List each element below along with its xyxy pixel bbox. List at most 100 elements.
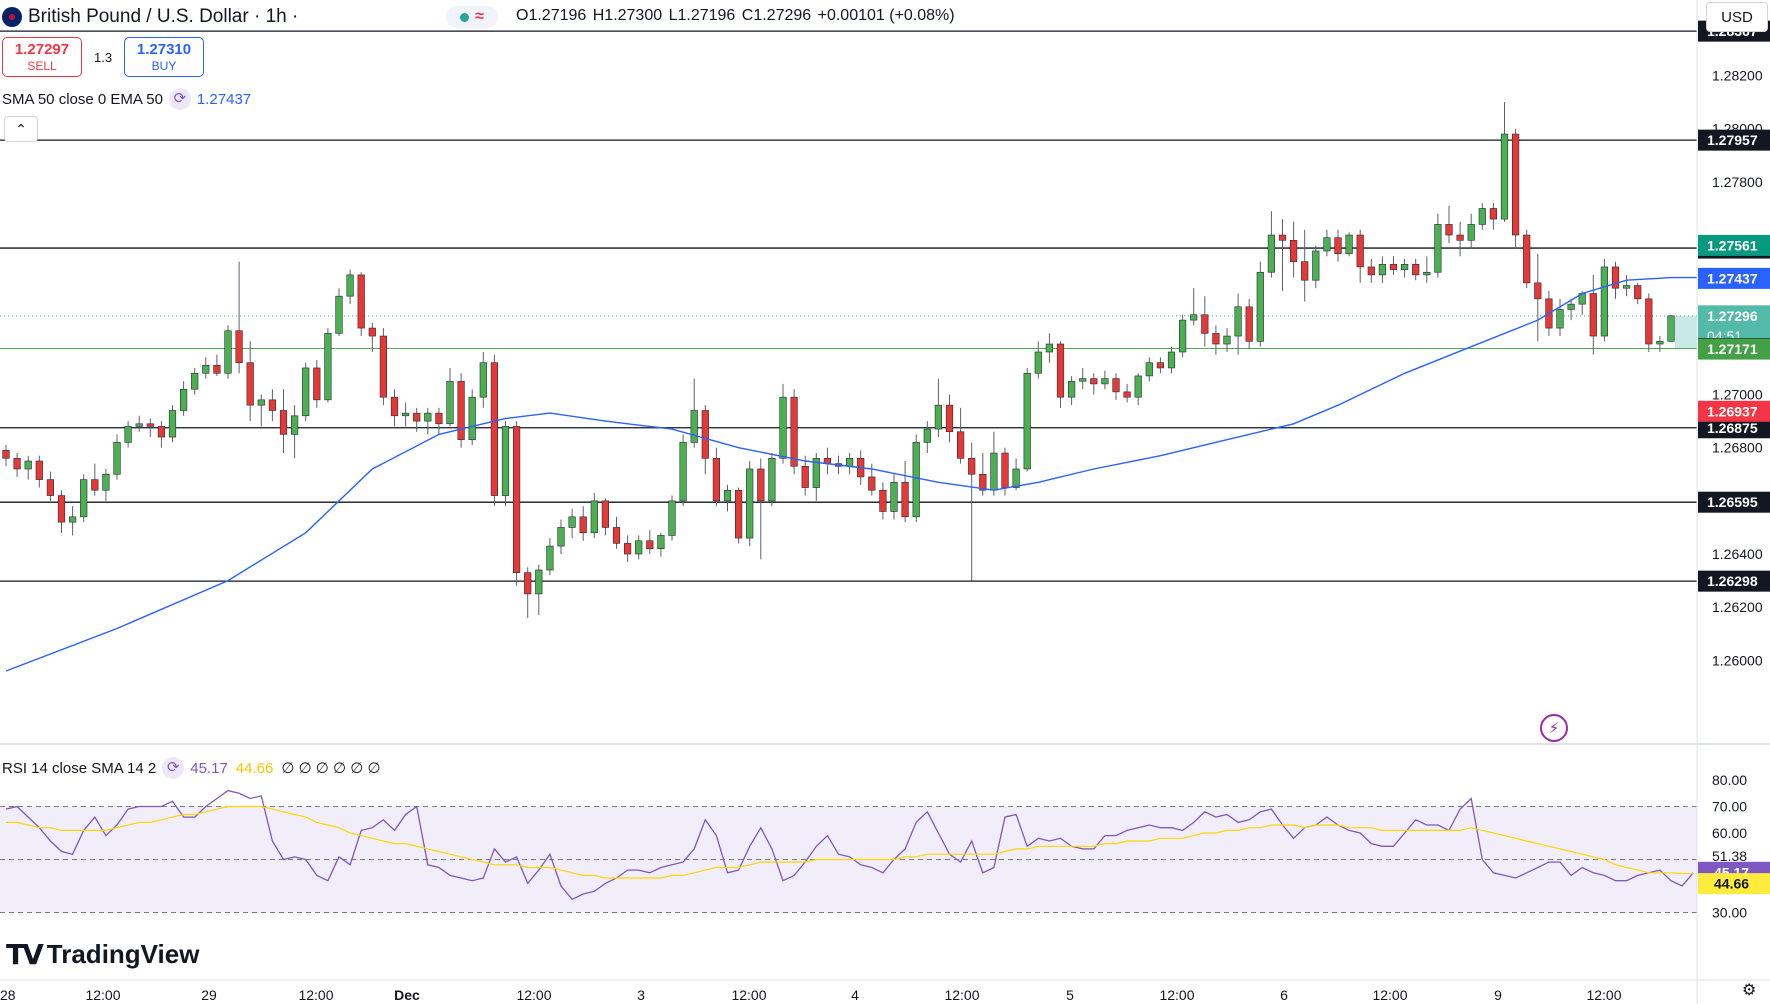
- candle[interactable]: [668, 495, 676, 541]
- candle[interactable]: [57, 490, 66, 533]
- candle[interactable]: [1478, 203, 1486, 230]
- candle[interactable]: [1412, 258, 1420, 281]
- candle[interactable]: [1223, 328, 1231, 352]
- candle[interactable]: [1600, 258, 1608, 342]
- candle[interactable]: [490, 354, 499, 507]
- candle[interactable]: [801, 455, 809, 496]
- candle[interactable]: [1090, 373, 1098, 395]
- candle[interactable]: [712, 447, 720, 507]
- candle[interactable]: [1256, 261, 1264, 347]
- candle[interactable]: [790, 389, 798, 475]
- candle[interactable]: [368, 322, 376, 352]
- candle[interactable]: [1589, 274, 1597, 355]
- candle[interactable]: [1456, 221, 1464, 257]
- sell-button[interactable]: 1.27297 SELL: [2, 37, 82, 77]
- candle[interactable]: [1190, 288, 1198, 326]
- candle[interactable]: [1112, 373, 1120, 400]
- candle[interactable]: [635, 535, 643, 560]
- collapse-legend-button[interactable]: ⌃: [4, 116, 38, 142]
- candle[interactable]: [1301, 229, 1309, 302]
- candle[interactable]: [546, 538, 554, 576]
- candle[interactable]: [956, 407, 965, 464]
- candle[interactable]: [535, 564, 543, 616]
- currency-selector[interactable]: USD: [1706, 2, 1768, 32]
- candle[interactable]: [180, 381, 188, 416]
- candle[interactable]: [168, 405, 177, 443]
- candle[interactable]: [1667, 314, 1675, 343]
- candle[interactable]: [1012, 458, 1020, 491]
- candle[interactable]: [1556, 298, 1564, 337]
- candle[interactable]: [302, 362, 310, 422]
- candle[interactable]: [1245, 298, 1253, 350]
- candle[interactable]: [890, 474, 898, 520]
- candle[interactable]: [279, 389, 288, 454]
- candle[interactable]: [701, 405, 709, 475]
- candle[interactable]: [501, 421, 510, 507]
- candle[interactable]: [1212, 325, 1220, 355]
- candle[interactable]: [457, 373, 465, 448]
- candle[interactable]: [646, 530, 654, 555]
- candle[interactable]: [845, 453, 854, 475]
- candle[interactable]: [468, 389, 476, 446]
- candle[interactable]: [1423, 256, 1431, 283]
- candle[interactable]: [1367, 258, 1375, 283]
- candle[interactable]: [1056, 341, 1065, 408]
- candle[interactable]: [424, 407, 432, 435]
- candle[interactable]: [1534, 253, 1542, 342]
- candle[interactable]: [313, 359, 321, 408]
- candle[interactable]: [779, 383, 787, 464]
- candle[interactable]: [1323, 229, 1331, 257]
- candle[interactable]: [1345, 232, 1353, 257]
- ma-legend[interactable]: SMA 50 close 0 EMA 50 ⟳ 1.27437: [2, 88, 256, 110]
- candle[interactable]: [46, 471, 54, 501]
- rsi-line[interactable]: [5, 789, 1694, 901]
- candle[interactable]: [1500, 102, 1509, 222]
- candle[interactable]: [1334, 229, 1342, 262]
- candle[interactable]: [1623, 274, 1631, 297]
- candle[interactable]: [2, 445, 10, 467]
- market-status-icon[interactable]: ≈: [446, 6, 498, 28]
- candle[interactable]: [579, 506, 587, 541]
- candle[interactable]: [1123, 383, 1131, 403]
- candle[interactable]: [1179, 314, 1187, 358]
- buy-button[interactable]: 1.27310 BUY: [124, 37, 204, 77]
- candle[interactable]: [901, 460, 909, 523]
- candle[interactable]: [390, 389, 399, 427]
- candle[interactable]: [757, 458, 765, 560]
- candle[interactable]: [80, 474, 88, 523]
- candle[interactable]: [24, 455, 32, 480]
- refresh-icon[interactable]: ⟳: [162, 757, 185, 779]
- candle[interactable]: [1634, 282, 1642, 305]
- candle[interactable]: [1356, 229, 1364, 283]
- candle[interactable]: [379, 328, 388, 406]
- candle[interactable]: [1034, 341, 1042, 379]
- candle[interactable]: [1567, 298, 1575, 321]
- candle[interactable]: [1156, 357, 1164, 374]
- candle[interactable]: [479, 352, 487, 408]
- symbol-title[interactable]: British Pound / U.S. Dollar · 1h ·: [28, 6, 299, 27]
- candle[interactable]: [934, 378, 942, 438]
- candle[interactable]: [213, 354, 221, 376]
- candle[interactable]: [1656, 336, 1664, 352]
- candle[interactable]: [235, 261, 243, 374]
- candle[interactable]: [623, 535, 632, 563]
- candle[interactable]: [202, 357, 210, 379]
- candle[interactable]: [246, 341, 254, 422]
- candle[interactable]: [590, 492, 598, 539]
- rsi-legend[interactable]: RSI 14 close SMA 14 2 ⟳ 45.17 44.66 ∅ ∅ …: [2, 757, 385, 779]
- candle[interactable]: [157, 421, 166, 448]
- candle[interactable]: [446, 367, 454, 427]
- candle[interactable]: [612, 516, 621, 549]
- candle[interactable]: [657, 532, 665, 557]
- candle[interactable]: [1489, 203, 1497, 230]
- candle[interactable]: [268, 389, 277, 422]
- candle[interactable]: [1434, 213, 1442, 278]
- candle[interactable]: [768, 453, 776, 507]
- candle[interactable]: [1523, 229, 1531, 289]
- candle[interactable]: [191, 367, 199, 395]
- candle[interactable]: [1167, 346, 1176, 374]
- candle[interactable]: [1389, 256, 1398, 275]
- candle[interactable]: [679, 434, 687, 507]
- candle[interactable]: [945, 394, 954, 443]
